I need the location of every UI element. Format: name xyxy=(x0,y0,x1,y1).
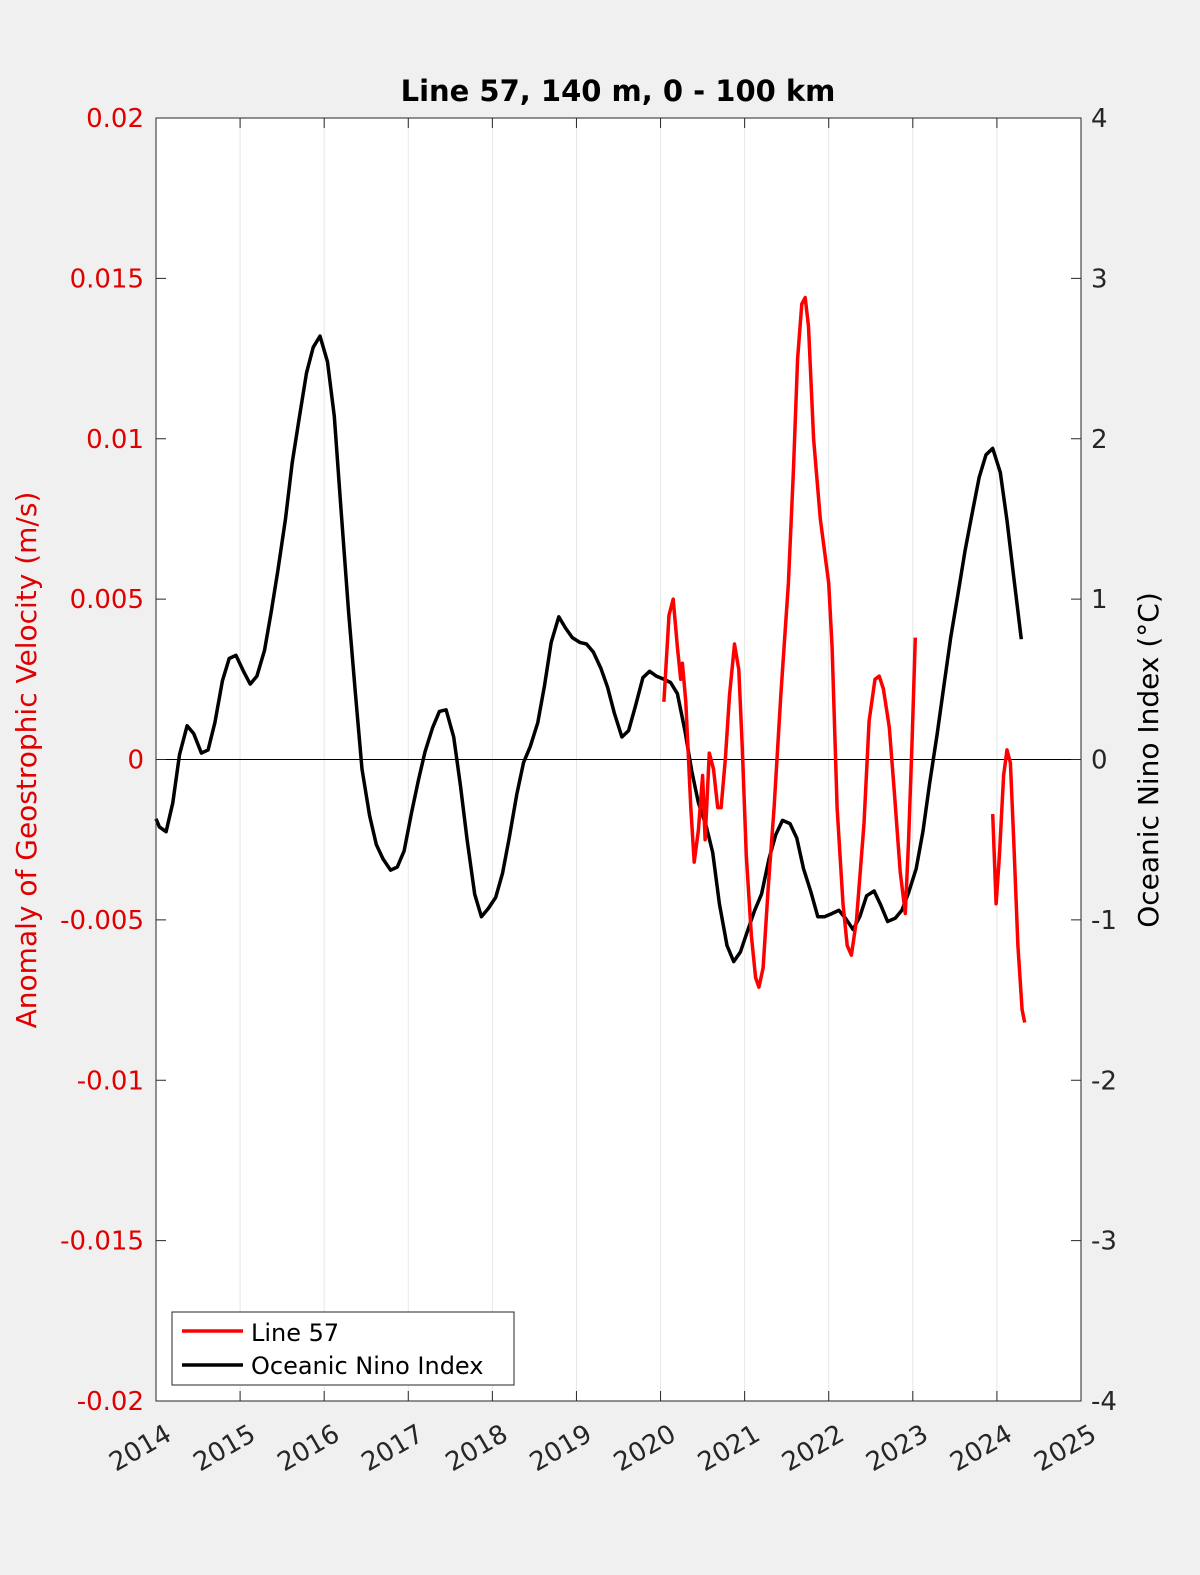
y-right-tick-label: 2 xyxy=(1091,425,1108,455)
legend-label-line57: Line 57 xyxy=(251,1319,339,1347)
y-left-tick-label: 0 xyxy=(127,746,144,776)
legend: Line 57 Oceanic Nino Index xyxy=(171,1311,515,1386)
y-left-tick-label: -0.015 xyxy=(60,1227,144,1257)
y-left-tick-label: -0.01 xyxy=(77,1066,144,1096)
y-axis-left: 0.02 0.015 0.01 0.005 0 -0.005 -0.01 -0.015 -0.0… xyxy=(60,104,166,1417)
chart-title: Line 57, 140 m, 0 - 100 km xyxy=(401,74,836,108)
series-line-line57-segment-2 xyxy=(990,748,1027,1023)
y-left-tick-label: 0.01 xyxy=(86,425,144,455)
y-left-tick-label: 0.02 xyxy=(86,104,144,134)
y-right-tick-label: 0 xyxy=(1091,746,1108,776)
series-line-oceanic-nino-index xyxy=(154,334,1024,964)
y-right-tick-label: 3 xyxy=(1091,264,1108,294)
y-left-tick-label: -0.005 xyxy=(60,906,144,936)
series-layer xyxy=(154,295,1027,1023)
series-line-line57-segment-1 xyxy=(662,295,918,989)
y-left-tick-label: 0.015 xyxy=(70,264,144,294)
y-axis-left-label: Anomaly of Geostrophic Velocity (m/s) xyxy=(10,492,43,1029)
y-right-tick-label: -2 xyxy=(1091,1066,1117,1096)
y-right-tick-label: 1 xyxy=(1091,585,1108,615)
legend-label-oni: Oceanic Nino Index xyxy=(251,1352,483,1380)
y-right-tick-label: -4 xyxy=(1091,1387,1117,1417)
y-right-tick-label: -3 xyxy=(1091,1227,1117,1257)
y-right-tick-label: 4 xyxy=(1091,104,1108,134)
legend-box xyxy=(171,1311,515,1386)
y-axis-right-label: Oceanic Nino Index (°C) xyxy=(1132,592,1165,928)
y-left-tick-label: -0.02 xyxy=(77,1387,144,1417)
y-axis-right: 4 3 2 1 0 -1 -2 -3 -4 xyxy=(1071,104,1117,1417)
y-right-tick-label: -1 xyxy=(1091,906,1117,936)
y-left-tick-label: 0.005 xyxy=(70,585,144,615)
